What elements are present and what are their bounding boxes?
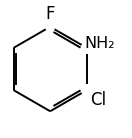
Text: F: F [45,5,55,23]
Text: Cl: Cl [90,91,106,109]
Text: NH₂: NH₂ [84,36,115,51]
